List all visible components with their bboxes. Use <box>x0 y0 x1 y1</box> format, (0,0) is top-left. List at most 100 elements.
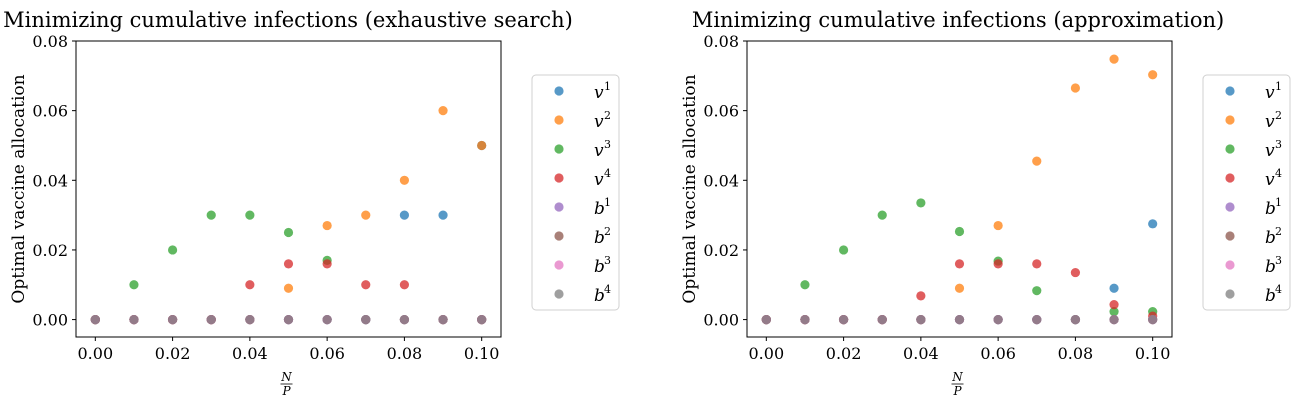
series-v2 <box>761 54 1158 325</box>
data-point <box>954 283 965 293</box>
legend-label: b <box>594 257 605 277</box>
legend-marker <box>1225 260 1235 270</box>
legend-label: v <box>1265 112 1275 132</box>
y-tick-label: 0.06 <box>703 102 739 121</box>
y-tick-label: 0.08 <box>32 32 68 51</box>
legend-label-superscript: 2 <box>1275 109 1282 122</box>
series-b4 <box>761 314 1158 325</box>
x-tick-label: 0.08 <box>1058 344 1094 363</box>
data-point <box>1032 286 1042 296</box>
legend-label: v <box>594 141 604 161</box>
legend-marker <box>1225 144 1235 154</box>
chart-1: Minimizing cumulative infections (exhaus… <box>3 8 620 398</box>
legend-marker <box>554 86 564 96</box>
data-point <box>838 314 849 325</box>
legend-label: v <box>594 170 604 190</box>
data-point <box>399 210 410 220</box>
chart-title: Minimizing cumulative infections (approx… <box>692 8 1224 32</box>
legend-marker <box>554 289 564 299</box>
legend-marker <box>554 173 564 183</box>
data-point <box>438 106 448 116</box>
data-point <box>399 314 410 325</box>
legend-label-superscript: 2 <box>604 109 611 122</box>
legend-marker <box>554 202 564 212</box>
legend-marker <box>1225 173 1235 183</box>
chart-title: Minimizing cumulative infections (exhaus… <box>3 8 573 32</box>
data-point <box>993 259 1003 269</box>
legend-label-superscript: 2 <box>1275 225 1282 238</box>
data-point <box>1032 156 1042 166</box>
x-tick-label: 0.06 <box>980 344 1016 363</box>
x-tick-label: 0.06 <box>309 344 345 363</box>
axes-frame <box>746 40 1173 338</box>
y-tick-label: 0.06 <box>32 102 68 121</box>
x-axis-label: NP <box>951 370 964 398</box>
data-point <box>322 220 332 231</box>
data-point <box>1109 314 1119 325</box>
data-point <box>438 314 448 325</box>
legend-label-superscript: 1 <box>604 196 611 209</box>
legend-label: b <box>1265 228 1276 248</box>
legend-label: b <box>1265 286 1276 306</box>
data-point <box>916 198 926 208</box>
legend-label-superscript: 1 <box>1275 80 1282 93</box>
data-point <box>1070 267 1081 278</box>
legend-label: b <box>594 228 605 248</box>
data-point <box>283 283 294 293</box>
data-point <box>322 314 332 325</box>
data-point <box>129 280 139 290</box>
data-point <box>361 314 371 325</box>
data-point <box>322 259 332 269</box>
data-point <box>1109 54 1119 64</box>
legend-marker <box>1225 202 1235 212</box>
legend-label-superscript: 3 <box>1275 138 1282 151</box>
data-point <box>916 314 926 325</box>
data-point <box>399 175 410 185</box>
legend-label: b <box>1265 257 1276 277</box>
legend-marker <box>554 144 564 154</box>
series-v2 <box>90 106 487 325</box>
legend-box <box>531 74 620 311</box>
data-point <box>283 227 294 238</box>
data-point <box>877 210 887 220</box>
legend-marker <box>1225 289 1235 299</box>
legend-label: v <box>1265 141 1275 161</box>
x-tick-label: 0.02 <box>826 344 862 363</box>
data-point <box>245 280 255 290</box>
legend: v 1v 2v 3v 4b 1b 2b 3b 4 <box>531 74 620 311</box>
legend-label-superscript: 1 <box>604 80 611 93</box>
data-point <box>167 245 178 255</box>
data-point <box>1070 314 1081 325</box>
legend-label: v <box>1265 170 1275 190</box>
x-axis-label-numerator: N <box>280 370 292 384</box>
data-point <box>1148 70 1158 80</box>
data-point <box>916 291 926 301</box>
data-point <box>1148 314 1158 325</box>
legend-label-superscript: 1 <box>1275 196 1282 209</box>
data-point <box>90 314 100 325</box>
data-point <box>1070 83 1081 93</box>
legend-label-superscript: 4 <box>604 283 611 296</box>
axes-frame <box>75 40 502 338</box>
x-tick-label: 0.08 <box>387 344 423 363</box>
legend-label-superscript: 3 <box>604 138 611 151</box>
legend-marker <box>554 260 564 270</box>
data-point <box>399 280 410 290</box>
y-tick-label: 0.02 <box>32 241 68 260</box>
data-point <box>1032 259 1042 269</box>
legend-marker <box>1225 231 1235 241</box>
data-point <box>283 314 294 325</box>
legend-label-superscript: 4 <box>1275 283 1282 296</box>
legend-label: v <box>594 83 604 103</box>
data-point <box>800 280 810 290</box>
data-point <box>1032 314 1042 325</box>
data-point <box>245 210 255 220</box>
x-tick-label: 0.00 <box>78 344 114 363</box>
x-tick-label: 0.10 <box>1135 344 1171 363</box>
data-point <box>954 314 965 325</box>
x-tick-label: 0.04 <box>232 344 268 363</box>
legend-label: b <box>594 199 605 219</box>
data-point <box>1109 283 1119 293</box>
legend-label: v <box>1265 83 1275 103</box>
